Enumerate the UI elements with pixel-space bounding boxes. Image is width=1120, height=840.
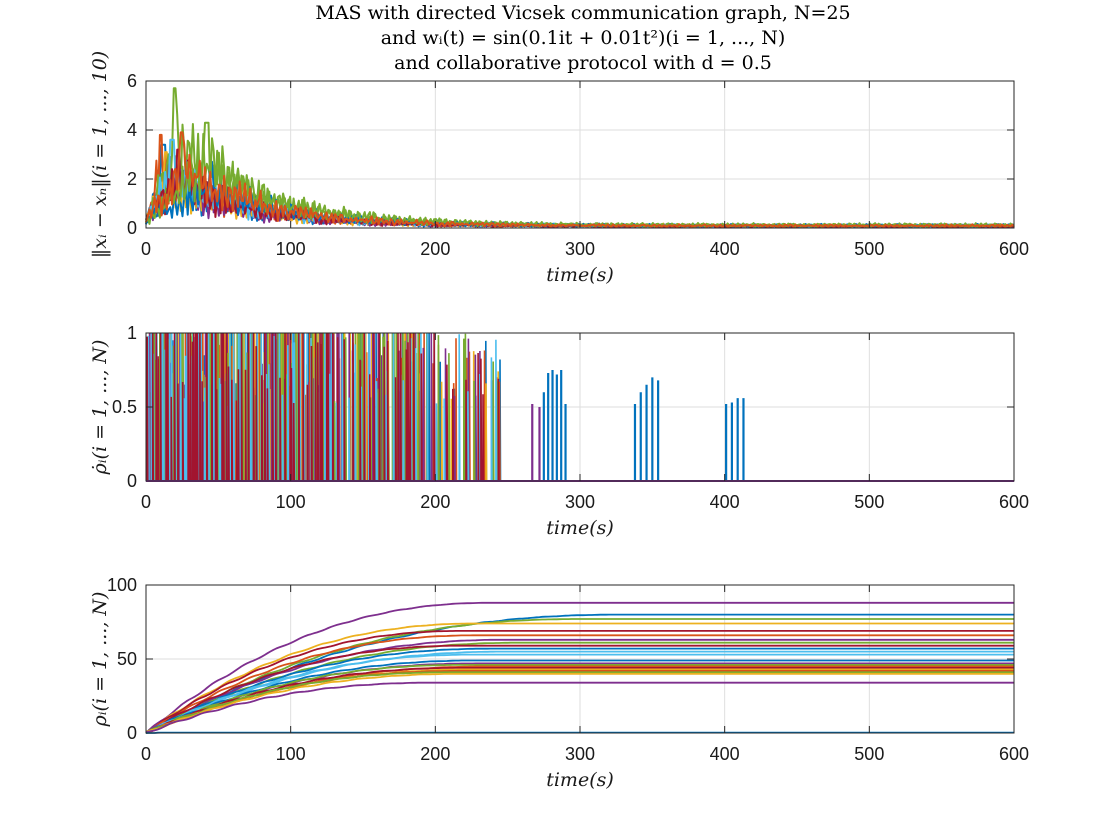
x-tick-label: 600 [999, 492, 1029, 512]
x-tick-label: 0 [141, 744, 151, 764]
x-tick-label: 500 [854, 492, 884, 512]
x-tick-label: 400 [710, 239, 740, 259]
series-line-10 [145, 647, 1014, 734]
y-tick-label: 0 [127, 471, 137, 491]
x-tick-label: 300 [565, 492, 595, 512]
rho-dot-plot: 0 100 200 300 400 500 600 0 0.5 1 time(s) ρ̇ᵢ(i = 1… [89, 323, 1029, 539]
y-tick-label: 50 [117, 649, 137, 669]
series-line-15 [145, 664, 1014, 733]
rho-plot: 0 100 200 300 400 500 600 0 50 100 time(s) ρᵢ(i = 1… [89, 575, 1029, 791]
x-tick-label: 400 [710, 492, 740, 512]
x-axis-label: time(s) [546, 264, 614, 286]
x-tick-label: 100 [276, 239, 306, 259]
x-tick-label: 300 [565, 239, 595, 259]
x-tick-label: 500 [854, 744, 884, 764]
series-line-20 [145, 671, 1014, 734]
figure-title-line-1: MAS with directed Vicsek communication g… [315, 2, 850, 24]
x-tick-label: 500 [854, 239, 884, 259]
x-tick-label: 100 [276, 492, 306, 512]
x-tick-label: 600 [999, 744, 1029, 764]
x-tick-label: 200 [420, 239, 450, 259]
error-norm-plot: 0 100 200 300 400 500 600 0 2 4 6 time(s) ‖xᵢ − xₙ‖(… [89, 51, 1029, 286]
x-tick-label: 400 [710, 744, 740, 764]
series-line-21 [145, 672, 1014, 734]
series-line-4 [145, 622, 1014, 734]
y-tick-label: 4 [127, 120, 137, 140]
x-axis-label: time(s) [546, 769, 614, 791]
figure-title-line-3: and collaborative protocol with d = 0.5 [394, 52, 772, 74]
series-line-7 [145, 638, 1014, 734]
y-axis-label: ‖xᵢ − xₙ‖(i = 1, ..., 10) [89, 51, 111, 258]
x-tick-label: 300 [565, 744, 595, 764]
series-line-6 [145, 634, 1014, 734]
x-tick-label: 0 [141, 239, 151, 259]
figure-title-line-2: and wᵢ(t) = sin(0.1it + 0.01t²)(i = 1, .… [381, 27, 786, 49]
series-line-9 [145, 644, 1014, 733]
y-axis-label: ρᵢ(i = 1, ..., N) [89, 592, 111, 728]
series-line-3 [145, 618, 1014, 734]
x-tick-label: 200 [420, 744, 450, 764]
series-line-1 [145, 601, 1014, 734]
y-tick-label: 0 [127, 218, 137, 238]
series-line-12 [145, 653, 1014, 734]
series-line-13 [145, 659, 1014, 734]
x-tick-label: 600 [999, 239, 1029, 259]
x-tick-label: 200 [420, 492, 450, 512]
x-axis-label: time(s) [546, 517, 614, 539]
x-tick-label: 0 [141, 492, 151, 512]
x-tick-label: 100 [276, 744, 306, 764]
y-tick-label: 2 [127, 169, 137, 189]
series-group [145, 601, 1014, 734]
y-axis-label: ρ̇ᵢ(i = 1, ..., N) [89, 340, 111, 476]
series-line-22 [145, 681, 1014, 734]
y-tick-label: 0.5 [112, 397, 137, 417]
y-tick-label: 6 [127, 71, 137, 91]
series-line-16 [145, 665, 1014, 734]
y-tick-label: 1 [127, 323, 137, 343]
series-line-17 [145, 667, 1014, 734]
series-line-5 [145, 630, 1014, 734]
y-tick-label: 100 [107, 575, 137, 595]
y-tick-label: 0 [127, 723, 137, 743]
